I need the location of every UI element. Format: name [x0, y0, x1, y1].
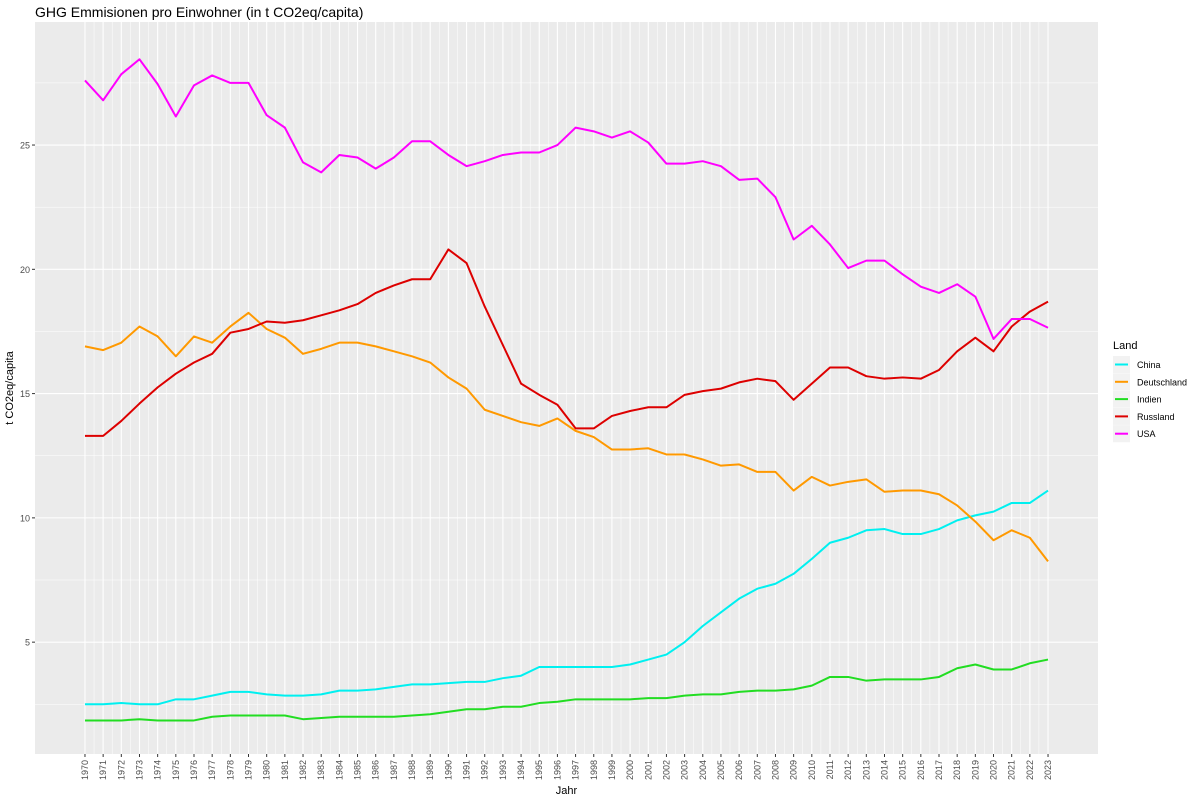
y-tick-label: 15 — [20, 389, 30, 399]
x-tick-label: 1977 — [207, 760, 217, 780]
x-tick-label: 2005 — [716, 760, 726, 780]
y-tick-label: 10 — [20, 513, 30, 523]
x-tick-label: 2001 — [643, 760, 653, 780]
y-tick-label: 25 — [20, 141, 30, 151]
x-tick-label: 1974 — [153, 760, 163, 780]
x-tick-label: 1986 — [371, 760, 381, 780]
x-tick-label: 2021 — [1007, 760, 1017, 780]
x-tick-label: 1972 — [116, 760, 126, 780]
x-tick-label: 1971 — [98, 760, 108, 780]
legend-label: Deutschland — [1137, 377, 1187, 387]
x-tick-label: 2003 — [680, 760, 690, 780]
x-tick-label: 2008 — [770, 760, 780, 780]
x-tick-label: 2013 — [861, 760, 871, 780]
x-tick-label: 2010 — [807, 760, 817, 780]
x-tick-label: 1978 — [225, 760, 235, 780]
x-tick-label: 2015 — [898, 760, 908, 780]
x-tick-label: 1973 — [134, 760, 144, 780]
x-tick-label: 1975 — [171, 760, 181, 780]
series-line-usa — [84, 58, 1049, 340]
gridlines — [35, 22, 1098, 754]
x-tick-label: 1997 — [571, 760, 581, 780]
legend-label: Russland — [1137, 412, 1175, 422]
x-tick-label: 1988 — [407, 760, 417, 780]
x-tick-label: 2014 — [879, 760, 889, 780]
x-tick-label: 2009 — [789, 760, 799, 780]
x-tick-label: 1979 — [244, 760, 254, 780]
x-tick-label: 1980 — [262, 760, 272, 780]
x-tick-label: 2019 — [970, 760, 980, 780]
x-tick-label: 1992 — [480, 760, 490, 780]
x-tick-label: 2012 — [843, 760, 853, 780]
x-tick-label: 1985 — [353, 760, 363, 780]
series-line-russland — [84, 248, 1049, 437]
legend-label: USA — [1137, 429, 1156, 439]
x-tick-label: 2023 — [1043, 760, 1053, 780]
y-axis-label: t CO2eq/capita — [4, 350, 16, 424]
x-tick-label: 1989 — [425, 760, 435, 780]
x-tick-label: 2016 — [916, 760, 926, 780]
series-lines — [84, 58, 1049, 722]
x-tick-label: 2006 — [734, 760, 744, 780]
x-tick-label: 1998 — [589, 760, 599, 780]
x-tick-label: 1991 — [462, 760, 472, 780]
x-tick-label: 1990 — [443, 760, 453, 780]
x-tick-label: 1995 — [534, 760, 544, 780]
x-tick-label: 1993 — [498, 760, 508, 780]
x-tick-label: 1984 — [334, 760, 344, 780]
y-tick-label: 20 — [20, 265, 30, 275]
x-tick-label: 1999 — [607, 760, 617, 780]
x-tick-label: 2000 — [625, 760, 635, 780]
x-tick-label: 1987 — [389, 760, 399, 780]
axes: 5 10 15 20 25 1970 1971 1972 1973 1974 1975 1976 197… — [20, 141, 1053, 780]
x-tick-label: 2002 — [661, 760, 671, 780]
x-tick-label: 2011 — [825, 760, 835, 779]
legend-label: Indien — [1137, 395, 1162, 405]
chart-title: GHG Emmisionen pro Einwohner (in t CO2eq… — [35, 4, 364, 20]
x-tick-label: 2022 — [1025, 760, 1035, 780]
x-tick-label: 1970 — [80, 760, 90, 780]
x-tick-label: 2004 — [698, 760, 708, 780]
legend-label: China — [1137, 360, 1161, 370]
legend: Land China Deutschland Indien Russland USA — [1113, 340, 1187, 443]
series-line-indien — [84, 658, 1049, 722]
x-tick-label: 2020 — [989, 760, 999, 780]
series-line-china — [84, 489, 1049, 706]
x-tick-label: 2017 — [934, 760, 944, 780]
x-tick-label: 1982 — [298, 760, 308, 780]
x-tick-label: 1981 — [280, 760, 290, 780]
x-axis-label: Jahr — [556, 785, 578, 797]
y-tick-label: 5 — [25, 638, 30, 648]
x-tick-label: 1996 — [552, 760, 562, 780]
series-line-deutschland — [84, 311, 1049, 562]
x-tick-label: 1983 — [316, 760, 326, 780]
x-tick-label: 2018 — [952, 760, 962, 780]
x-tick-label: 2007 — [752, 760, 762, 780]
x-tick-label: 1994 — [516, 760, 526, 780]
x-tick-label: 1976 — [189, 760, 199, 780]
legend-title: Land — [1113, 340, 1137, 352]
